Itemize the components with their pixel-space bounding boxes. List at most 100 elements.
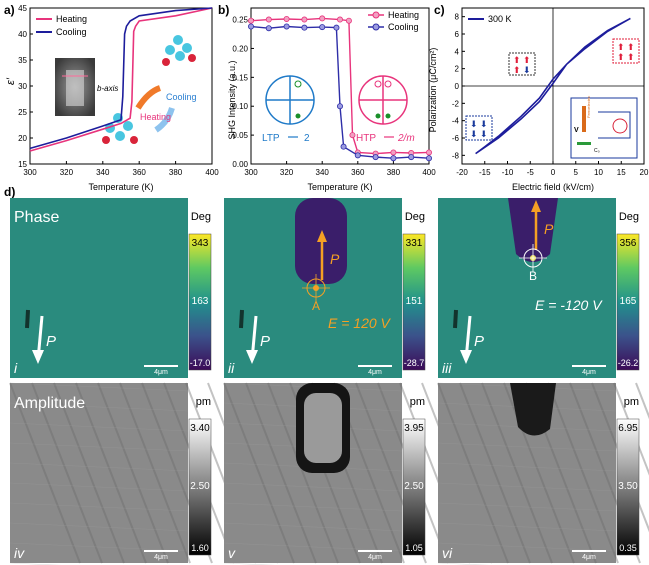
colorbar-max: 3.95 <box>404 423 424 434</box>
data-point <box>390 155 397 162</box>
domain-wall-contrast <box>510 383 556 436</box>
svg-text:⬆: ⬆ <box>617 52 625 62</box>
panel-a-label: a) <box>4 3 15 17</box>
panel-b-yticks: 0.00 0.05 0.10 0.15 0.20 0.25 <box>232 16 254 169</box>
data-point <box>390 149 397 156</box>
oscilloscope-icon <box>612 118 628 134</box>
y-tick-label: 0.15 <box>232 73 248 82</box>
cooling-arrow-icon <box>154 107 175 133</box>
x-tick-label: 320 <box>280 168 294 177</box>
colorbar-unit: Deg <box>619 211 639 223</box>
switched-domain <box>508 198 558 262</box>
panel-b-xlabel: Temperature (K) <box>307 182 372 192</box>
data-point <box>345 17 352 24</box>
colorbar-max: 331 <box>406 238 423 249</box>
p-label: P <box>260 333 270 350</box>
svg-text:⬇: ⬇ <box>470 129 478 139</box>
panel-a-ylabel: ε′ <box>5 77 17 85</box>
colorbar-min: 1.60 <box>191 543 209 553</box>
scale-bar-label: 4μm <box>154 369 168 376</box>
x-tick-label: -10 <box>502 168 514 177</box>
x-tick-label: -20 <box>456 168 468 177</box>
colorbar-unit: Deg <box>405 211 425 223</box>
colorbar <box>616 418 640 556</box>
colorbar-mid: 163 <box>192 296 209 307</box>
subpanel-label: i <box>14 360 18 376</box>
svg-text:⬆: ⬆ <box>627 52 635 62</box>
x-tick-label: 360 <box>133 168 147 177</box>
colorbar-mid: 3.50 <box>618 481 638 492</box>
series-line-0 <box>29 7 213 152</box>
scale-bar-label: 4μm <box>368 369 382 376</box>
panel-c-yticks: -8 -6 -4 -2 0 2 4 6 8 <box>452 13 465 160</box>
x-tick-label: -5 <box>527 168 535 177</box>
x-tick-label: 15 <box>617 168 626 177</box>
legend-b-heating: Heating <box>388 10 419 20</box>
panel-c-legend: 300 K <box>468 14 512 24</box>
phase-map-ii: P P A E = 120 V 4μm ii Deg 331 151 -28.7 <box>224 198 426 378</box>
data-point <box>336 103 343 110</box>
subpanel-label: iv <box>14 545 25 561</box>
point-label: A <box>312 299 320 313</box>
y-tick-label: -4 <box>452 117 460 126</box>
x-tick-label: 340 <box>96 168 110 177</box>
colorbar <box>402 418 426 556</box>
panel-a-series <box>29 7 213 152</box>
data-point <box>349 132 356 139</box>
y-tick-label: -6 <box>452 134 460 143</box>
colorbar <box>402 233 426 371</box>
panel-a-xticks: 300 320 340 360 380 400 <box>23 161 219 177</box>
heating-annotation: Heating <box>140 112 171 122</box>
colorbar <box>616 233 640 371</box>
domain-mixed-icon: ⬆ ⬆ ⬆ ⬇ <box>508 52 536 76</box>
circuit-v: V <box>574 127 579 134</box>
ltp-value: 2 <box>304 133 310 144</box>
b-axis-label: b-axis <box>97 84 118 93</box>
htp-value: 2/m <box>397 133 415 144</box>
circuit-ferro-label: Ferroelectric <box>586 96 591 118</box>
svg-text:⬇: ⬇ <box>523 65 531 75</box>
colorbar-min: -28.7 <box>404 358 425 368</box>
panel-b-label: b) <box>218 3 229 17</box>
phase-map-i: P 4μm i Deg 343 163 -17.0 <box>10 198 212 378</box>
x-tick-label: 300 <box>244 168 258 177</box>
hysteresis-loop <box>475 17 631 155</box>
x-tick-label: 400 <box>422 168 436 177</box>
p-label-switched: P <box>544 221 554 237</box>
y-tick-label: 45 <box>18 4 27 13</box>
panel-a-xlabel: Temperature (K) <box>88 182 153 192</box>
ferroelectric-sample <box>582 106 586 132</box>
y-tick-label: 4 <box>455 47 460 56</box>
y-tick-label: 20 <box>18 134 27 143</box>
legend-heating: Heating <box>56 14 87 24</box>
phase-map-iii: P P B E = -120 V 4μm iii Deg 356 165 -26.2 <box>438 198 640 378</box>
ltp-stereogram <box>265 75 315 125</box>
p-label-switched: P <box>330 251 340 267</box>
colorbar-mid: 2.50 <box>404 481 424 492</box>
subpanel-label: vi <box>442 545 453 561</box>
y-tick-label: 0.25 <box>232 16 248 25</box>
colorbar-min: 1.05 <box>405 543 423 553</box>
x-tick-label: 380 <box>169 168 183 177</box>
data-point <box>354 152 361 159</box>
y-tick-label: 0.20 <box>232 44 248 53</box>
data-point <box>247 23 254 30</box>
subpanel-label: v <box>228 545 236 561</box>
x-tick-label: -15 <box>479 168 491 177</box>
cooling-annotation: Cooling <box>166 92 197 102</box>
x-tick-label: 20 <box>640 168 649 177</box>
panel-b-xticks: 300 320 340 360 380 400 <box>244 161 436 177</box>
p-label: P <box>46 333 56 350</box>
scale-bar-label: 4μm <box>154 554 168 561</box>
crystal-sample <box>66 70 84 106</box>
colorbar-max: 356 <box>620 238 637 249</box>
data-point <box>336 16 343 23</box>
colorbar-max: 6.95 <box>618 423 638 434</box>
domain-up-icon: ⬆ ⬆ ⬆ ⬆ <box>612 38 640 64</box>
subpanel-label: ii <box>228 360 235 376</box>
phase-title: Phase <box>14 209 59 226</box>
panel-d-label: d) <box>4 185 15 199</box>
htp-stereogram <box>358 75 408 125</box>
